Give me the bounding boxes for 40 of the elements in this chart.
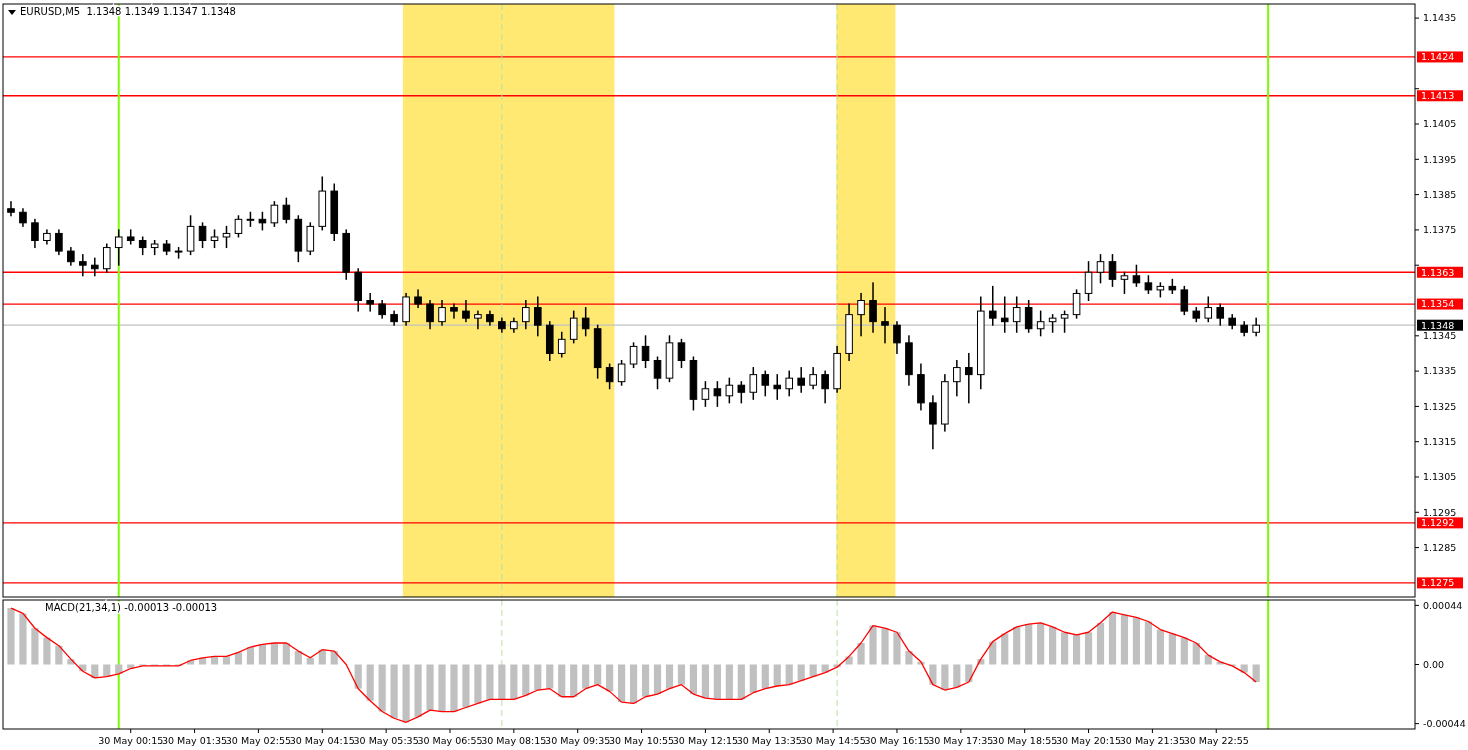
x-tick-label: 30 May 02:55 [225,735,291,746]
x-tick-label: 30 May 09:35 [545,735,611,746]
ref-line-label: 1.1354 [1421,298,1455,310]
ref-line-label: 1.1275 [1421,577,1455,589]
y-tick-label: 1.1295 [1423,506,1457,518]
x-tick-label: 30 May 21:35 [1119,735,1185,746]
x-tick-label: 30 May 22:55 [1183,735,1249,746]
ref-line-label: 1.1413 [1421,90,1455,102]
x-tick-label: 30 May 14:55 [800,735,866,746]
x-tick-label: 30 May 13:35 [736,735,802,746]
y-tick-label: -0.00044 [1423,717,1466,729]
y-tick-label: 0.00 [1423,658,1445,670]
x-tick-label: 30 May 20:15 [1055,735,1122,746]
x-tick-label: 30 May 16:15 [864,735,930,746]
ref-line-label: 1.1363 [1421,266,1455,278]
y-tick-label: 1.1315 [1423,436,1457,448]
y-tick-label: 1.1345 [1423,330,1457,342]
y-tick-label: 1.1285 [1423,541,1457,553]
x-tick-label: 30 May 12:15 [672,735,738,746]
y-tick-label: 1.1405 [1423,118,1457,130]
y-tick-label: 1.1435 [1423,12,1457,24]
y-tick-label: 1.1395 [1423,153,1457,165]
y-tick-label: 1.1375 [1423,224,1457,236]
ref-line-label: 1.1348 [1421,319,1455,331]
y-tick-label: 1.1385 [1423,188,1457,200]
x-tick-label: 30 May 06:55 [417,735,483,746]
y-tick-label: 0.00044 [1423,599,1463,611]
x-tick-label: 30 May 05:35 [353,735,419,746]
ref-line-label: 1.1292 [1421,517,1455,529]
x-tick-label: 30 May 01:35 [161,735,228,746]
x-tick-label: 30 May 18:55 [992,735,1058,746]
x-tick-label: 30 May 17:35 [928,735,994,746]
x-tick-label: 30 May 10:55 [608,735,675,746]
ref-line-label: 1.1424 [1421,51,1455,63]
x-tick-label: 30 May 00:15 [98,735,164,746]
y-tick-label: 1.1305 [1423,471,1457,483]
y-tick-label: 1.1325 [1423,400,1457,412]
x-tick-label: 30 May 04:15 [289,735,355,746]
y-tick-label: 1.1335 [1423,365,1457,377]
x-tick-label: 30 May 08:15 [481,735,547,746]
